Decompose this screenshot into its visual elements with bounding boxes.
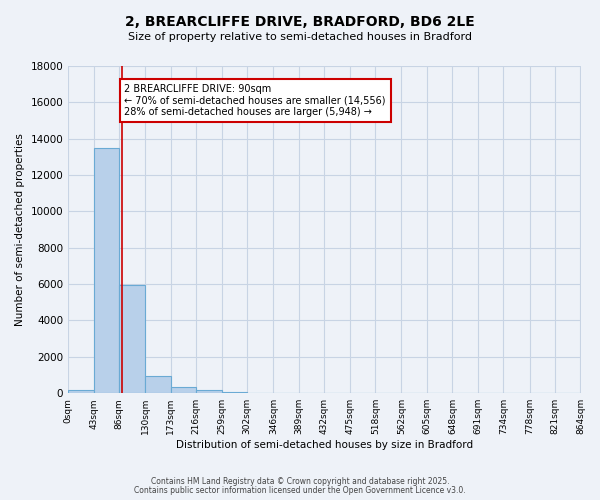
X-axis label: Distribution of semi-detached houses by size in Bradford: Distribution of semi-detached houses by … [176,440,473,450]
Bar [222,392,247,393]
Bar [145,376,171,393]
Text: Size of property relative to semi-detached houses in Bradford: Size of property relative to semi-detach… [128,32,472,42]
Bar [68,390,94,393]
Bar [119,285,145,393]
Text: Contains HM Land Registry data © Crown copyright and database right 2025.: Contains HM Land Registry data © Crown c… [151,477,449,486]
Bar [171,387,196,393]
Text: 2, BREARCLIFFE DRIVE, BRADFORD, BD6 2LE: 2, BREARCLIFFE DRIVE, BRADFORD, BD6 2LE [125,15,475,29]
Text: 2 BREARCLIFFE DRIVE: 90sqm
← 70% of semi-detached houses are smaller (14,556)
28: 2 BREARCLIFFE DRIVE: 90sqm ← 70% of semi… [124,84,386,117]
Text: Contains public sector information licensed under the Open Government Licence v3: Contains public sector information licen… [134,486,466,495]
Bar [94,148,119,393]
Bar [196,390,222,393]
Y-axis label: Number of semi-detached properties: Number of semi-detached properties [15,133,25,326]
